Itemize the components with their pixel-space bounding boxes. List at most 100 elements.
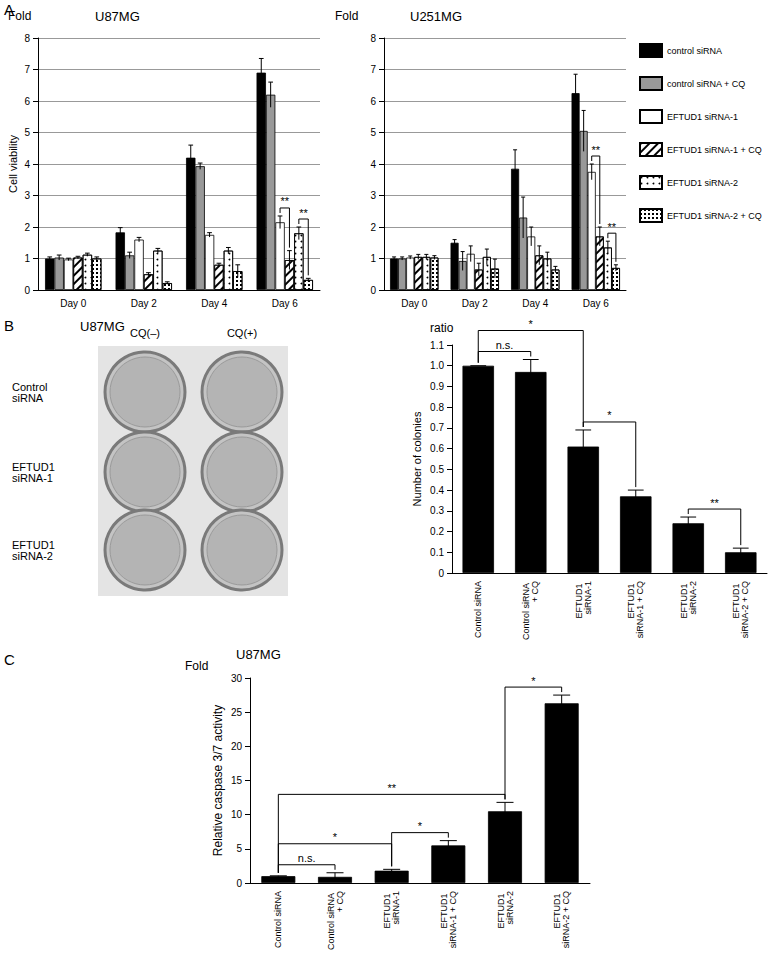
svg-text:0.9: 0.9 — [430, 381, 444, 392]
svg-text:A: A — [4, 1, 14, 18]
svg-text:EFTUD1 siRNA-2: EFTUD1 siRNA-2 — [667, 178, 738, 188]
svg-text:Day 2: Day 2 — [462, 298, 489, 309]
svg-text:siRNA-1 + CQ: siRNA-1 + CQ — [448, 891, 458, 948]
svg-text:siRNA-1: siRNA-1 — [12, 472, 53, 484]
svg-text:EFTUD1 siRNA-1 + CQ: EFTUD1 siRNA-1 + CQ — [667, 145, 762, 155]
svg-text:*: * — [531, 675, 536, 687]
svg-text:0.6: 0.6 — [430, 443, 444, 454]
svg-text:CQ(–): CQ(–) — [130, 327, 160, 339]
svg-text:5: 5 — [236, 843, 242, 854]
svg-text:6: 6 — [24, 96, 30, 107]
svg-text:7: 7 — [370, 64, 376, 75]
svg-text:n.s.: n.s. — [496, 339, 514, 351]
svg-text:4: 4 — [370, 159, 376, 170]
svg-text:n.s.: n.s. — [298, 852, 316, 864]
svg-text:0: 0 — [370, 285, 376, 296]
svg-text:EFTUD1: EFTUD1 — [573, 581, 584, 619]
svg-text:20: 20 — [231, 741, 243, 752]
svg-text:0: 0 — [236, 878, 242, 889]
svg-text:EFTUD1 siRNA-1: EFTUD1 siRNA-1 — [667, 112, 738, 122]
svg-text:0: 0 — [438, 568, 444, 579]
svg-text:+ CQ: + CQ — [335, 891, 345, 912]
svg-text:siRNA: siRNA — [12, 392, 44, 404]
svg-text:*: * — [333, 831, 338, 843]
svg-text:1.0: 1.0 — [430, 360, 444, 371]
svg-text:Control siRNA: Control siRNA — [273, 891, 283, 948]
svg-text:siRNA-2: siRNA-2 — [688, 581, 698, 615]
svg-text:Control: Control — [12, 380, 51, 393]
svg-text:Fold: Fold — [335, 9, 358, 23]
svg-text:**: ** — [299, 207, 308, 219]
svg-text:EFTUD1: EFTUD1 — [12, 538, 58, 551]
svg-text:5: 5 — [24, 127, 30, 138]
svg-text:Day 6: Day 6 — [583, 298, 610, 309]
svg-text:**: ** — [608, 221, 617, 233]
svg-text:0.3: 0.3 — [430, 505, 444, 516]
svg-text:Day 6: Day 6 — [272, 298, 299, 309]
svg-text:EFTUD1: EFTUD1 — [12, 460, 58, 473]
svg-text:Day 4: Day 4 — [201, 298, 228, 309]
svg-text:1: 1 — [24, 253, 30, 264]
svg-text:6: 6 — [370, 96, 376, 107]
svg-text:0.4: 0.4 — [430, 485, 444, 496]
svg-text:25: 25 — [231, 707, 243, 718]
svg-text:2: 2 — [370, 222, 376, 233]
svg-text:U87MG: U87MG — [236, 647, 281, 662]
svg-text:Day 2: Day 2 — [131, 298, 158, 309]
svg-text:0: 0 — [24, 285, 30, 296]
svg-text:C: C — [4, 651, 15, 668]
svg-text:0.5: 0.5 — [430, 464, 444, 475]
svg-text:siRNA-1 + CQ: siRNA-1 + CQ — [635, 581, 645, 638]
svg-text:siRNA-1: siRNA-1 — [391, 891, 401, 925]
svg-text:15: 15 — [231, 775, 243, 786]
svg-text:**: ** — [591, 144, 600, 156]
svg-text:U87MG: U87MG — [80, 319, 125, 334]
svg-text:*: * — [418, 820, 423, 832]
svg-text:ratio: ratio — [430, 321, 454, 335]
svg-text:8: 8 — [24, 33, 30, 44]
svg-text:siRNA-2: siRNA-2 — [12, 550, 53, 562]
svg-text:Relative caspase 3/7 activity: Relative caspase 3/7 activity — [211, 705, 225, 856]
svg-text:Control siRNA: Control siRNA — [521, 581, 532, 640]
svg-text:Number of colonies: Number of colonies — [411, 411, 423, 506]
svg-text:0.7: 0.7 — [430, 422, 444, 433]
svg-text:*: * — [607, 409, 612, 421]
svg-text:Day 0: Day 0 — [60, 298, 87, 309]
svg-text:siRNA-2 + CQ: siRNA-2 + CQ — [740, 581, 750, 638]
svg-text:U251MG: U251MG — [410, 9, 462, 24]
svg-text:1: 1 — [370, 253, 376, 264]
svg-text:0.2: 0.2 — [430, 526, 444, 537]
svg-text:siRNA-2: siRNA-2 — [505, 891, 515, 925]
svg-text:Fold: Fold — [8, 9, 32, 23]
svg-text:0.8: 0.8 — [430, 402, 444, 413]
svg-text:5: 5 — [370, 127, 376, 138]
svg-text:+ CQ: + CQ — [530, 581, 540, 602]
svg-text:**: ** — [280, 195, 289, 207]
svg-text:B: B — [4, 317, 14, 334]
svg-text:**: ** — [710, 497, 719, 509]
svg-text:3: 3 — [24, 190, 30, 201]
svg-text:Day 4: Day 4 — [522, 298, 549, 309]
svg-text:Day 0: Day 0 — [401, 298, 428, 309]
svg-text:1.1: 1.1 — [430, 340, 444, 351]
svg-text:U87MG: U87MG — [95, 9, 140, 24]
svg-text:*: * — [529, 318, 534, 330]
svg-text:CQ(+): CQ(+) — [227, 327, 257, 339]
svg-text:**: ** — [387, 782, 396, 794]
svg-text:8: 8 — [370, 33, 376, 44]
svg-text:siRNA-2 + CQ: siRNA-2 + CQ — [561, 891, 571, 948]
svg-text:30: 30 — [231, 673, 243, 684]
svg-text:Fold: Fold — [185, 659, 208, 673]
svg-text:Control siRNA: Control siRNA — [473, 581, 483, 638]
svg-text:4: 4 — [24, 159, 30, 170]
svg-text:2: 2 — [24, 222, 30, 233]
svg-text:Cell viability: Cell viability — [7, 134, 19, 193]
svg-text:0.1: 0.1 — [430, 547, 444, 558]
svg-text:EFTUD1 siRNA-2 + CQ: EFTUD1 siRNA-2 + CQ — [667, 211, 762, 221]
svg-text:control siRNA + CQ: control siRNA + CQ — [667, 79, 745, 89]
svg-text:7: 7 — [24, 64, 30, 75]
svg-text:siRNA-1: siRNA-1 — [583, 581, 593, 615]
svg-text:3: 3 — [370, 190, 376, 201]
svg-text:10: 10 — [231, 809, 243, 820]
svg-text:control siRNA: control siRNA — [667, 46, 722, 56]
